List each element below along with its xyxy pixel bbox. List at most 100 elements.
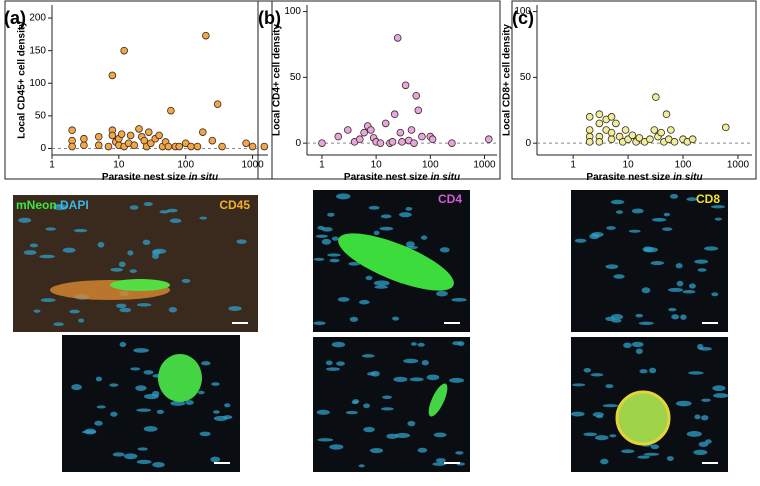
nucleus <box>417 342 425 347</box>
x-axis-label: Parasite nest size in situ <box>102 172 218 183</box>
nucleus <box>455 451 464 455</box>
nucleus <box>649 367 657 374</box>
nucleus <box>605 264 619 269</box>
nucleus <box>643 452 660 456</box>
nucleus <box>609 434 617 438</box>
image-label-part: CD45 <box>219 198 250 212</box>
x-axis-label: Parasite nest size in situ <box>586 172 702 183</box>
nucleus <box>54 204 62 208</box>
nucleus <box>449 377 465 383</box>
point <box>94 141 103 150</box>
x-tick-label: 100 <box>422 160 439 171</box>
scale-bar <box>214 462 230 464</box>
nucleus <box>694 259 709 264</box>
nucleus <box>361 354 375 358</box>
point <box>628 131 637 140</box>
nucleus <box>421 359 429 366</box>
parasite-nest <box>338 233 454 291</box>
point <box>585 113 594 121</box>
nucleus <box>96 405 106 409</box>
nucleus <box>197 390 205 395</box>
nucleus <box>313 257 325 261</box>
nucleus <box>435 458 446 463</box>
x-tick-label: 100 <box>177 160 194 171</box>
point <box>448 139 456 147</box>
point <box>144 128 153 136</box>
point <box>164 142 173 151</box>
nucleus <box>420 235 428 240</box>
point <box>80 134 88 143</box>
nucleus <box>712 385 726 392</box>
point <box>248 142 257 151</box>
nucleus <box>39 254 55 259</box>
nucleus <box>631 208 644 214</box>
nucleus <box>143 370 154 375</box>
nucleus <box>595 435 609 441</box>
nucleus <box>379 226 394 231</box>
nucleus <box>714 217 722 221</box>
nucleus <box>315 234 328 238</box>
nucleus <box>405 241 415 248</box>
nucleus <box>358 299 370 305</box>
point <box>381 119 390 128</box>
nucleus <box>363 403 370 409</box>
nucleus <box>210 456 221 463</box>
nucleus <box>398 212 412 218</box>
nucleus <box>583 368 592 373</box>
point <box>167 106 175 115</box>
scale-bar <box>444 462 460 464</box>
nucleus <box>211 382 220 386</box>
nucleus <box>605 384 614 389</box>
nucleus <box>185 400 194 405</box>
nucleus <box>670 193 679 199</box>
parasite-nest <box>615 390 671 446</box>
nucleus <box>410 342 417 346</box>
nucleus <box>574 238 587 243</box>
point <box>360 128 368 137</box>
nucleus <box>143 393 159 400</box>
nucleus <box>686 431 702 437</box>
nucleus <box>433 432 447 438</box>
nucleus <box>130 367 141 371</box>
point <box>607 113 616 121</box>
point <box>343 126 352 134</box>
nucleus <box>694 414 701 420</box>
nucleus <box>680 314 687 320</box>
point <box>595 138 604 146</box>
nucleus <box>166 208 178 213</box>
nucleus <box>313 321 326 326</box>
nucleus <box>662 227 673 231</box>
point <box>187 142 195 151</box>
point <box>198 128 207 136</box>
nucleus <box>432 462 446 466</box>
nucleus <box>611 319 622 323</box>
y-tick-label: 150 <box>29 45 46 56</box>
point <box>213 100 222 108</box>
nucleus <box>119 307 132 313</box>
point <box>635 134 644 142</box>
scale-bar <box>232 322 248 324</box>
point <box>607 128 616 137</box>
nucleus <box>329 258 340 263</box>
point <box>146 139 155 148</box>
nucleus <box>127 250 134 256</box>
nucleus <box>382 395 392 399</box>
x-axis-label: Parasite nest size in situ <box>344 172 460 183</box>
point <box>667 126 675 134</box>
nucleus <box>137 447 148 451</box>
scale-bar <box>702 322 718 324</box>
point <box>94 132 103 141</box>
nucleus <box>596 414 604 419</box>
point <box>80 141 88 150</box>
micrograph <box>62 335 240 472</box>
nucleus <box>199 431 211 437</box>
nucleus <box>666 456 674 461</box>
nucleus <box>224 403 231 408</box>
nucleus <box>201 361 211 366</box>
nucleus <box>403 358 419 364</box>
nucleus <box>701 398 711 402</box>
y-tick-label: 0 <box>40 143 46 154</box>
nucleus <box>213 410 220 414</box>
nucleus <box>637 455 650 459</box>
y-axis-label: Local CD8+ cell density <box>502 24 513 136</box>
